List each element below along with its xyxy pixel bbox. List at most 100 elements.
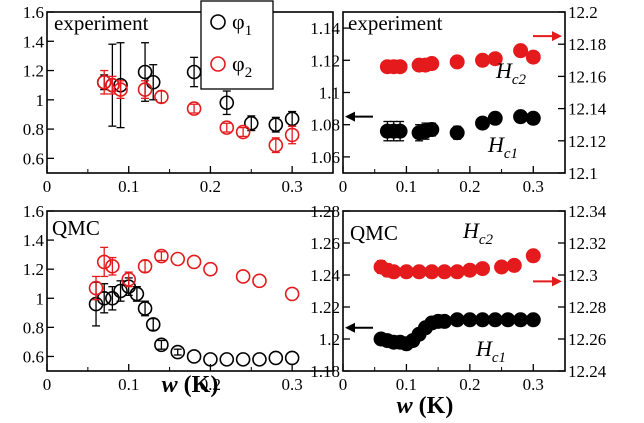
data-point-phi1 (235, 352, 251, 367)
data-point-hc1 (513, 312, 529, 328)
data-point-hc1 (513, 109, 529, 125)
y-tick-label: 1.08 (310, 116, 340, 135)
y-right-tick-label: 12.26 (568, 330, 606, 349)
data-point-hc2 (411, 264, 427, 280)
data-point-hc2 (392, 59, 408, 75)
data-point-phi1 (113, 283, 128, 299)
data-point-phi1 (96, 290, 112, 306)
data-point-hc2 (525, 49, 541, 65)
data-point-phi2 (137, 82, 153, 97)
data-point-hc1 (487, 312, 503, 328)
legend-box (200, 0, 274, 90)
data-point-phi1 (252, 352, 267, 367)
data-point-hc2 (475, 261, 491, 277)
y-tick-label: 1.14 (310, 19, 340, 38)
panel-label: QMC (350, 221, 398, 245)
y-tick-label: 1.24 (310, 266, 340, 285)
data-point-hc2 (449, 54, 465, 70)
data-point-hc1 (392, 123, 408, 139)
arrow-head-right (552, 31, 562, 42)
data-point-hc1 (424, 122, 440, 138)
x-axis-titles: w (K) w (K) (162, 372, 454, 419)
y-tick-label: 0.8 (23, 318, 44, 337)
data-point-hc2 (487, 51, 503, 67)
data-point-hc2 (506, 257, 522, 273)
data-point-phi2 (113, 82, 128, 97)
data-point-phi2 (105, 258, 120, 274)
x-tick-label: 0 (43, 177, 52, 196)
y-right-tick-label: 12.24 (568, 362, 607, 381)
data-point-phi2 (235, 124, 251, 140)
series-label-hc1: Hc1 (475, 336, 506, 366)
panel-label: QMC (52, 216, 100, 240)
data-point-phi2 (96, 254, 112, 270)
y-tick-label: 1.12 (310, 51, 340, 70)
y-right-tick-label: 12.28 (568, 298, 606, 317)
data-point-phi1 (219, 95, 235, 111)
y-tick-label: 1.6 (23, 202, 44, 221)
data-point-phi2 (284, 286, 300, 302)
y-tick-label: 1.18 (310, 362, 340, 381)
plot-frame (342, 210, 566, 372)
y-tick-label: 0.6 (23, 149, 44, 168)
y-tick-label: 1.4 (23, 231, 45, 250)
y-tick-label: 1.6 (23, 3, 44, 22)
arrow-head-left (345, 111, 355, 122)
panel-label: experiment (348, 11, 443, 35)
x-tick-label: 0.1 (118, 375, 139, 394)
x-tick-label: 0.3 (282, 375, 303, 394)
y-tick-label: 0.6 (23, 347, 44, 366)
y-right-tick-label: 12.2 (568, 3, 598, 22)
data-point-phi2 (154, 89, 169, 105)
x-tick-label: 0.3 (523, 177, 544, 196)
panel-experiment-phi: 0 0.1 0.2 0.3 0.6 0.8 1 1.2 1.4 1.6 experiment (23, 3, 334, 196)
y-right-tick-label: 12.3 (568, 266, 598, 285)
data-point-phi1 (203, 352, 218, 367)
data-point-hc1 (500, 312, 516, 328)
data-point-hc2 (424, 264, 440, 280)
x-tick-label: 0.2 (200, 177, 221, 196)
y-right-tick-label: 12.34 (568, 202, 607, 221)
data-point-phi2 (268, 137, 284, 153)
x-axis-title: w (K) (397, 393, 454, 419)
x-tick-label: 0 (339, 375, 348, 394)
data-point-phi1 (137, 301, 153, 316)
series-label-hc2: Hc2 (495, 58, 527, 88)
x-tick-label: 0.1 (396, 375, 417, 394)
data-point-hc2 (475, 52, 491, 68)
data-point-phi2 (252, 273, 267, 289)
data-point-hc2 (386, 264, 402, 280)
plot-frame (342, 11, 566, 174)
y-tick-label: 1 (36, 289, 45, 308)
x-tick-label: 0 (43, 375, 52, 394)
x-tick-label: 0.3 (282, 177, 303, 196)
data-point-hc1 (436, 313, 452, 329)
x-tick-label: 0.1 (396, 177, 417, 196)
y-tick-label: 1.2 (23, 260, 44, 279)
plot-frame (46, 11, 334, 174)
legend-marker-phi1 (210, 14, 226, 30)
y-tick-label: 1.2 (319, 330, 340, 349)
data-point-phi1 (186, 349, 202, 364)
panel-label: experiment (54, 11, 149, 35)
legend-marker-phi2 (210, 56, 226, 72)
data-point-phi2 (235, 269, 251, 284)
data-point-phi2 (88, 280, 104, 296)
data-point-phi1 (154, 337, 169, 353)
data-point-phi1 (145, 74, 161, 90)
data-point-phi1 (170, 344, 186, 360)
data-point-phi1 (268, 117, 284, 132)
panel-experiment-hc: 0 0.1 0.2 0.3 1.06 1.08 1.1 1.12 1.14 12.1 12.12 12… (310, 3, 607, 196)
data-point-phi2 (219, 120, 235, 135)
y-right-tick-label: 12.14 (568, 100, 607, 119)
data-point-phi2 (96, 74, 112, 90)
data-point-phi2 (186, 254, 202, 270)
data-point-phi2 (105, 77, 120, 93)
data-point-phi1 (145, 317, 161, 332)
series-label-hc1: Hc1 (487, 132, 518, 162)
data-point-hc1 (462, 312, 478, 328)
data-point-phi2 (284, 127, 300, 143)
data-point-hc1 (487, 110, 503, 126)
